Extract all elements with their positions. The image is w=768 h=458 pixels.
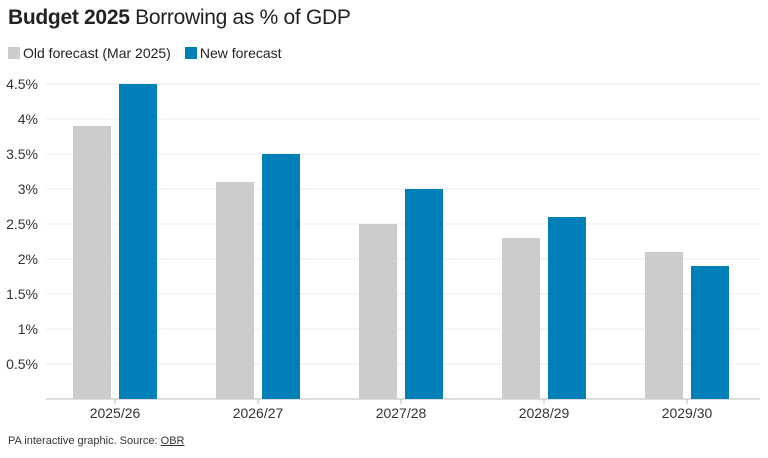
chart-title: Budget 2025 Borrowing as % of GDP	[8, 6, 351, 30]
legend: Old forecast (Mar 2025) New forecast	[8, 45, 282, 61]
y-tick-label: 4.5%	[6, 76, 38, 92]
y-tick-label: 1.5%	[6, 286, 38, 302]
title-rest: Borrowing as % of GDP	[129, 6, 351, 29]
y-tick-label: 0.5%	[6, 356, 38, 372]
y-tick-label: 2%	[18, 251, 38, 267]
x-tick-label: 2025/26	[90, 405, 141, 421]
y-tick-label: 1%	[18, 321, 38, 337]
y-tick-label: 3.5%	[6, 146, 38, 162]
x-tick-label: 2026/27	[233, 405, 284, 421]
bar-old-2027-28	[359, 224, 397, 399]
legend-label-old: Old forecast (Mar 2025)	[23, 45, 171, 61]
legend-swatch-new	[184, 47, 197, 59]
x-tick-label: 2029/30	[662, 405, 713, 421]
bar-new-2025-26	[119, 84, 157, 399]
bar-new-2026-27	[262, 154, 300, 399]
bar-old-2029-30	[645, 252, 683, 399]
bar-new-2029-30	[691, 266, 729, 399]
x-tick-label: 2027/28	[376, 405, 427, 421]
legend-item-new: New forecast	[184, 45, 282, 61]
source-note: PA interactive graphic. Source: OBR	[8, 435, 185, 447]
y-tick-label: 3%	[18, 181, 38, 197]
source-prefix: PA interactive graphic. Source:	[8, 435, 161, 447]
source-link[interactable]: OBR	[160, 435, 185, 447]
legend-label-new: New forecast	[199, 45, 282, 61]
x-tick-label: 2028/29	[519, 405, 570, 421]
legend-item-old: Old forecast (Mar 2025)	[8, 45, 171, 61]
y-tick-label: 2.5%	[6, 216, 38, 232]
bar-new-2028-29	[548, 217, 586, 399]
bar-old-2028-29	[502, 238, 540, 399]
bar-new-2027-28	[405, 189, 443, 399]
bar-old-2025-26	[73, 126, 111, 399]
y-tick-label: 4%	[18, 111, 38, 127]
title-bold: Budget 2025	[8, 6, 130, 29]
legend-swatch-old	[8, 47, 20, 59]
bar-old-2026-27	[216, 182, 254, 399]
